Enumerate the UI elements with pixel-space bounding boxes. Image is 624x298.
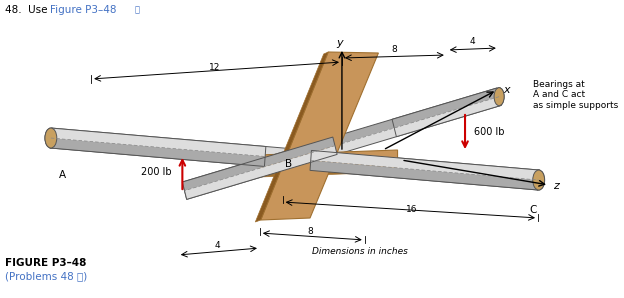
Polygon shape [185, 97, 501, 199]
Text: Bearings at
A and C act
as simple supports: Bearings at A and C act as simple suppor… [534, 80, 618, 110]
Text: A: A [59, 170, 66, 180]
Polygon shape [261, 52, 378, 220]
Text: 8: 8 [307, 227, 313, 237]
Text: 48.  Use: 48. Use [4, 5, 51, 15]
Text: ⧈: ⧈ [135, 5, 140, 14]
Polygon shape [185, 146, 337, 199]
Polygon shape [311, 150, 539, 180]
Polygon shape [392, 88, 499, 128]
Text: FIGURE P3–48: FIGURE P3–48 [4, 258, 86, 268]
Polygon shape [50, 138, 539, 190]
Ellipse shape [45, 128, 57, 148]
Text: x: x [504, 85, 510, 95]
Polygon shape [259, 150, 397, 168]
Text: Dimensions in inches: Dimensions in inches [312, 248, 408, 257]
Text: 4: 4 [469, 38, 475, 46]
Polygon shape [259, 163, 397, 177]
Ellipse shape [494, 88, 504, 106]
Polygon shape [51, 128, 266, 156]
Text: 16: 16 [406, 206, 418, 215]
Ellipse shape [494, 88, 504, 106]
Text: B: B [285, 159, 291, 169]
Text: 12: 12 [208, 63, 220, 72]
Text: C: C [530, 205, 537, 215]
Polygon shape [310, 160, 539, 190]
Text: 4: 4 [214, 241, 220, 251]
Polygon shape [182, 88, 499, 191]
Polygon shape [394, 97, 501, 137]
Polygon shape [51, 128, 539, 180]
Text: z: z [553, 181, 559, 191]
Polygon shape [182, 137, 335, 191]
Text: Figure P3–48: Figure P3–48 [50, 5, 117, 15]
Text: (Problems 48 ⧈): (Problems 48 ⧈) [4, 271, 87, 281]
Ellipse shape [533, 170, 545, 190]
Polygon shape [255, 52, 328, 222]
Text: 200 lb: 200 lb [141, 167, 172, 177]
Text: y: y [336, 38, 343, 48]
Polygon shape [50, 138, 265, 167]
Ellipse shape [533, 170, 545, 190]
Text: 600 lb: 600 lb [474, 127, 505, 137]
Ellipse shape [45, 128, 57, 148]
Text: 8: 8 [391, 46, 397, 55]
